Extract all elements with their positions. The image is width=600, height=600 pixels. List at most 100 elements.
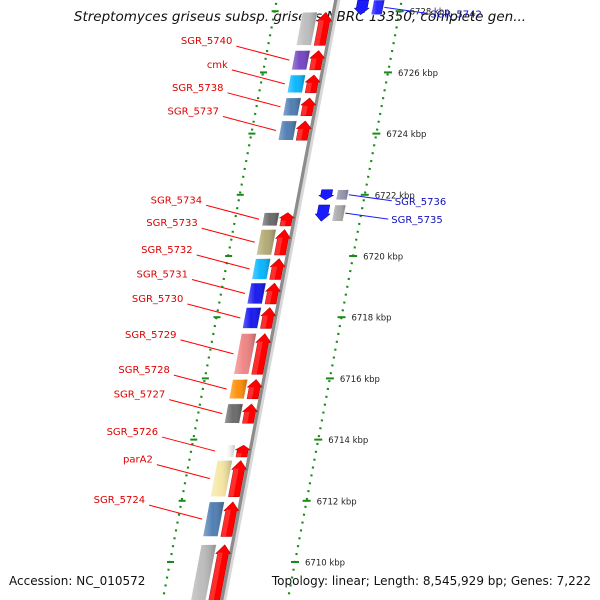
gene-label-leader — [191, 279, 246, 294]
tick-label: 6710 kbp — [305, 559, 345, 569]
gene-label-leader — [345, 212, 389, 220]
gene-label: SGR_5726 — [107, 427, 159, 438]
gene-sgr_5735[interactable] — [314, 204, 347, 222]
backbone-shadow — [221, 0, 341, 600]
arrow-highlight — [279, 220, 286, 226]
cds-block-shading — [242, 307, 262, 329]
gene-sgr_5733[interactable] — [255, 229, 291, 256]
cds-block-shading — [224, 403, 244, 424]
gene-sgr_5730[interactable] — [242, 307, 277, 329]
gene-label: parA2 — [123, 455, 153, 466]
cds-block-shading — [217, 445, 236, 457]
gene-cmk[interactable] — [286, 74, 321, 94]
forward-strand-arrow[interactable] — [264, 282, 281, 305]
feature-layer[interactable] — [187, 0, 386, 600]
gene-label-leader — [231, 69, 285, 85]
gene-sgr_5726[interactable] — [217, 444, 252, 458]
gene-label-leader — [236, 45, 290, 61]
cds-block-shading — [291, 50, 311, 70]
forward-strand-arrow[interactable] — [295, 120, 312, 141]
gene-label-leader — [222, 116, 277, 132]
forward-strand-arrow[interactable] — [234, 444, 252, 458]
gene-label-leader — [196, 254, 250, 270]
backbone-layer — [220, 0, 341, 600]
map-title: Streptomyces griseus subsp. griseus NBRC… — [73, 9, 527, 25]
reverse-strand-arrow[interactable] — [314, 204, 331, 222]
gene-label: SGR_5733 — [146, 218, 198, 229]
arrow-highlight — [305, 82, 313, 93]
gene-sgr_5736[interactable] — [317, 189, 350, 201]
forward-strand-arrow[interactable] — [269, 258, 286, 280]
arrow-highlight — [208, 552, 223, 600]
arrow-highlight — [260, 315, 268, 329]
gene-label-leader — [187, 303, 241, 319]
gene-label: SGR_5737 — [167, 107, 219, 118]
forward-strand-arrow[interactable] — [251, 333, 272, 375]
gene-sgr_5731[interactable] — [246, 282, 281, 305]
forward-strand-arrow[interactable] — [205, 544, 232, 600]
gene-unlabeled[interactable] — [187, 544, 232, 600]
gene-label: SGR_5738 — [172, 83, 224, 94]
gene-sgr_5734[interactable] — [261, 212, 296, 227]
tick-label: 6724 kbp — [386, 130, 426, 140]
gene-label: SGR_5735 — [391, 215, 443, 226]
gene-sgr_5732[interactable] — [251, 258, 286, 280]
tick-label: 6726 kbp — [398, 69, 438, 79]
forward-strand-arrow[interactable] — [241, 403, 259, 424]
reverse-strand-arrow[interactable] — [353, 0, 370, 16]
gene-sgr_5727[interactable] — [223, 403, 259, 424]
sequence-backbone — [220, 0, 338, 600]
tick-label: 6722 kbp — [375, 191, 415, 201]
forward-strand-arrow[interactable] — [278, 212, 296, 227]
arrow-highlight — [300, 105, 308, 116]
gene-sgr_5737[interactable] — [277, 120, 312, 141]
forward-strand-arrow[interactable] — [274, 229, 291, 256]
reverse-strand-arrow[interactable] — [317, 189, 334, 201]
gene-label: SGR_5734 — [151, 195, 203, 206]
forward-strand-arrow[interactable] — [304, 74, 321, 94]
forward-strand-arrow[interactable] — [228, 460, 248, 497]
tick-layer: 6710 kbp 6712 kbp 6714 kbp 6716 kbp 6718 kbp… — [161, 0, 450, 600]
arrow-highlight — [269, 266, 278, 280]
gene-label: SGR_5730 — [132, 294, 184, 305]
cds-block-shading — [251, 258, 271, 280]
cds-block-shading — [202, 501, 225, 537]
forward-strand-arrow[interactable] — [260, 307, 277, 329]
arrow-highlight — [228, 468, 239, 497]
cds-block-shading — [229, 379, 248, 399]
arrow-highlight — [265, 291, 273, 304]
gene-sgr_5740[interactable] — [291, 50, 326, 71]
cds-block-shading — [261, 212, 280, 226]
gene-sgr_5724[interactable] — [202, 501, 240, 537]
gene-label: SGR_5731 — [137, 269, 189, 280]
cds-block-shading — [256, 229, 277, 255]
gene-label: SGR_5724 — [94, 495, 146, 506]
forward-strand-arrow[interactable] — [300, 97, 317, 117]
tick-label: 6714 kbp — [328, 436, 368, 446]
cds-block-shading — [190, 544, 217, 600]
gene-sgr_5728[interactable] — [228, 379, 263, 400]
gene-label: cmk — [207, 60, 228, 71]
forward-strand-arrow[interactable] — [309, 50, 326, 71]
cds-block-shading — [247, 283, 267, 304]
gene-unlabeled[interactable] — [295, 11, 333, 46]
gene-label-leader — [384, 6, 428, 14]
arrow-highlight — [242, 411, 250, 424]
forward-strand-arrow[interactable] — [220, 501, 240, 537]
gene-label: SGR_5736 — [395, 197, 447, 208]
forward-strand-arrow[interactable] — [313, 11, 333, 46]
right-ruler-dots — [286, 0, 403, 600]
gene-label-leader — [173, 374, 227, 390]
cds-block-shading — [233, 333, 257, 375]
cds-block-shading — [335, 189, 349, 200]
arrow-highlight — [296, 128, 304, 141]
gene-sgr_5742[interactable] — [353, 0, 386, 16]
gene-sgr_5738[interactable] — [282, 97, 317, 117]
forward-strand-arrow[interactable] — [246, 379, 263, 400]
gene-para2[interactable] — [210, 460, 248, 498]
gene-sgr_5729[interactable] — [233, 333, 272, 375]
gene-label-leader — [169, 399, 223, 415]
